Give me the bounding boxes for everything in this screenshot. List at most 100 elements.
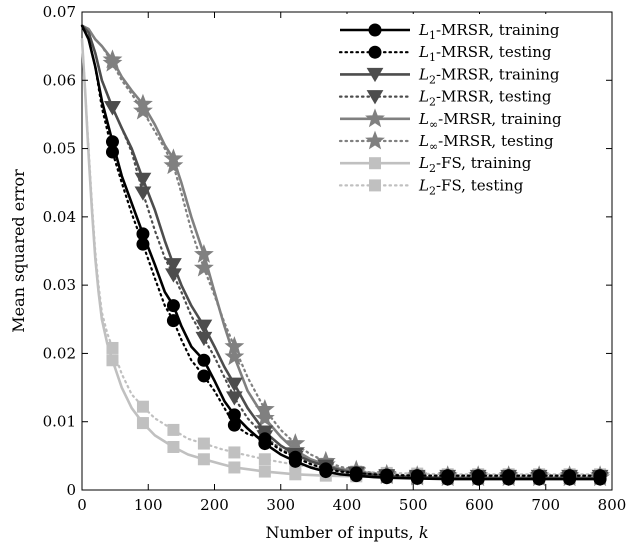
x-tick-label: 400 — [333, 496, 362, 514]
legend-label: L2-FS, training — [418, 154, 532, 175]
data-point-marker — [410, 469, 424, 483]
legend-swatch-marker — [366, 67, 384, 83]
y-tick-label: 0.07 — [43, 3, 76, 21]
legend-label-var: L — [418, 176, 429, 194]
data-point-marker — [197, 353, 211, 367]
data-point-marker — [441, 469, 455, 483]
x-tick-label: 200 — [200, 496, 229, 514]
plot-area — [80, 11, 613, 491]
y-tick-label: 0.03 — [43, 276, 76, 294]
x-tick-label: 600 — [465, 496, 494, 514]
legend-entry: L2-MRSR, testing — [338, 88, 552, 109]
legend-label-var: L — [418, 88, 429, 106]
legend-swatch-marker — [365, 108, 385, 128]
data-point-marker — [319, 462, 333, 476]
legend-label-rest: -MRSR, training — [436, 65, 560, 83]
legend-label-sub: 2 — [429, 73, 436, 86]
data-point-marker — [226, 391, 243, 406]
legend-entry: L2-FS, testing — [338, 176, 524, 197]
legend-label-sub: ∞ — [429, 118, 438, 131]
legend-label-var: L — [418, 132, 429, 150]
legend-entry: L∞-MRSR, training — [340, 108, 562, 131]
data-point-marker — [136, 400, 149, 413]
y-tick-label: 0.02 — [43, 344, 76, 362]
data-point-marker — [224, 336, 245, 356]
legend-entry: L2-FS, training — [340, 154, 532, 175]
legend-swatch-marker — [366, 90, 384, 105]
data-point-marker — [136, 417, 149, 430]
legend-entry: L∞-MRSR, testing — [338, 130, 554, 153]
legend-label: L2-MRSR, testing — [418, 88, 552, 109]
x-axis-label: Number of inputs, k — [265, 523, 428, 542]
data-point-marker — [167, 423, 180, 436]
legend-label-rest: -MRSR, testing — [436, 88, 552, 106]
legend-label: L1-MRSR, training — [418, 21, 560, 42]
x-tick-label: 100 — [134, 496, 163, 514]
legend-label-sub: 2 — [429, 162, 436, 175]
data-point-marker — [167, 440, 180, 453]
data-point-marker — [349, 466, 363, 480]
legend-swatch-marker — [365, 130, 385, 150]
legend-label-var: L — [418, 65, 429, 83]
data-point-marker — [228, 461, 241, 474]
data-point-marker — [228, 446, 241, 459]
data-point-marker — [224, 346, 245, 366]
data-point-marker — [106, 341, 119, 354]
series-line — [80, 24, 602, 477]
data-point-marker — [258, 432, 272, 446]
data-point-marker — [502, 469, 516, 483]
data-point-marker — [258, 465, 271, 478]
data-point-marker — [166, 314, 180, 328]
y-tick-label: 0 — [66, 481, 76, 499]
data-point-marker — [471, 469, 485, 483]
data-point-marker — [133, 100, 153, 120]
data-point-marker — [285, 433, 306, 452]
legend-entry: L1-MRSR, training — [340, 21, 560, 42]
data-point-marker — [105, 145, 119, 159]
data-point-marker — [197, 437, 210, 450]
data-point-marker — [380, 468, 394, 482]
data-point-marker — [165, 258, 182, 273]
legend-label-sub: 2 — [429, 184, 436, 197]
legend-label-rest: -MRSR, testing — [438, 132, 554, 150]
data-point-marker — [193, 257, 214, 277]
legend-label-var: L — [418, 21, 429, 39]
legend-label-rest: -FS, testing — [436, 176, 524, 194]
data-point-marker — [563, 469, 577, 483]
data-point-marker — [197, 453, 210, 466]
legend-label-sub: 1 — [429, 51, 436, 64]
x-tick-label: 0 — [77, 496, 87, 514]
legend-label-rest: -FS, training — [436, 154, 532, 172]
legend-label-rest: -MRSR, training — [438, 110, 562, 128]
y-tick-label: 0.06 — [43, 71, 76, 89]
series-1 — [80, 24, 607, 483]
y-tick-label: 0.05 — [43, 140, 76, 158]
legend-label-sub: 1 — [429, 29, 436, 42]
legend-swatch-marker — [369, 179, 381, 192]
data-point-marker — [104, 101, 121, 116]
data-point-marker — [163, 155, 184, 175]
legend-label: L∞-MRSR, training — [418, 110, 562, 131]
legend-entry: L1-MRSR, testing — [338, 43, 552, 64]
legend-label-sub: 2 — [429, 96, 436, 109]
legend-label-sub: ∞ — [429, 140, 438, 153]
data-point-marker — [165, 268, 182, 283]
y-tick-labels: 0 0.01 0.02 0.03 0.04 0.05 0.06 0.07 — [43, 3, 76, 499]
legend-swatch-marker — [368, 23, 382, 37]
legend-label-var: L — [418, 110, 429, 128]
data-point-marker — [195, 331, 213, 347]
legend-swatch-marker — [368, 45, 382, 59]
x-axis-label-text: Number of inputs, — [265, 523, 418, 542]
series-line — [80, 25, 601, 481]
legend-label-rest: -MRSR, testing — [436, 43, 552, 61]
series-layer — [80, 24, 610, 487]
data-point-marker — [136, 237, 150, 251]
x-tick-label: 800 — [598, 496, 627, 514]
x-axis-label-var: k — [419, 523, 429, 542]
data-point-marker — [288, 450, 302, 464]
legend-label-rest: -MRSR, training — [436, 21, 560, 39]
data-point-marker — [593, 469, 607, 483]
x-tick-labels: 0 100 200 300 400 500 600 700 800 — [77, 496, 626, 514]
